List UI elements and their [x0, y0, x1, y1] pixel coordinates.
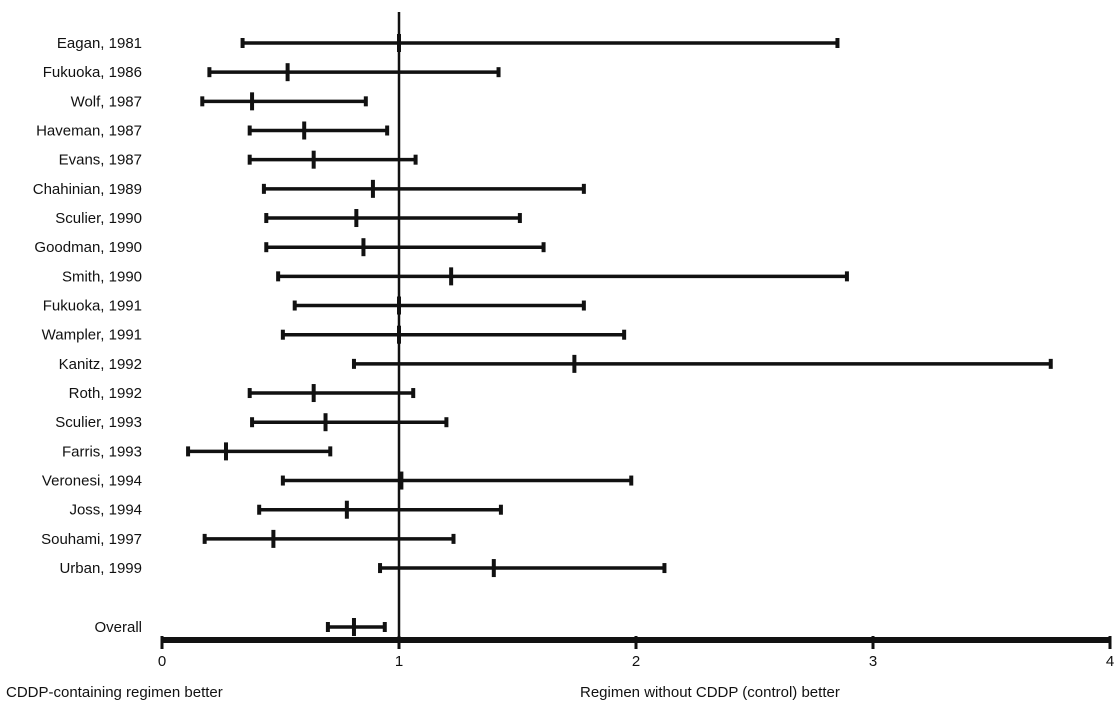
study-label: Fukuoka, 1991 — [43, 298, 142, 315]
overall-row: Overall — [94, 618, 387, 636]
study-label: Souhami, 1997 — [41, 531, 142, 548]
study-row: Sculier, 1990 — [55, 209, 522, 228]
study-row: Fukuoka, 1986 — [43, 63, 501, 82]
study-label: Haveman, 1987 — [36, 123, 142, 140]
study-label: Kanitz, 1992 — [59, 356, 142, 373]
study-row: Kanitz, 1992 — [59, 354, 1053, 373]
study-row: Goodman, 1990 — [34, 238, 546, 257]
overall-label: Overall — [94, 619, 142, 636]
study-row: Wampler, 1991 — [42, 325, 627, 344]
study-label: Chahinian, 1989 — [33, 181, 142, 198]
overall-row: Overall — [94, 618, 387, 636]
study-label: Fukuoka, 1986 — [43, 64, 142, 81]
study-label: Veronesi, 1994 — [42, 473, 142, 490]
study-label: Roth, 1992 — [69, 385, 142, 402]
study-row: Chahinian, 1989 — [33, 179, 586, 198]
study-row: Souhami, 1997 — [41, 529, 456, 548]
study-label: Joss, 1994 — [69, 502, 142, 519]
forest-plot: Eagan, 1981 Fukuoka, 1986 Wolf, 1987 Havema… — [33, 12, 1114, 670]
study-label: Wolf, 1987 — [71, 93, 142, 110]
x-tick-label: 4 — [1106, 653, 1114, 670]
study-row: Fukuoka, 1991 — [43, 296, 586, 315]
x-tick-label: 1 — [395, 653, 403, 670]
study-row: Haveman, 1987 — [36, 121, 390, 140]
study-row: Roth, 1992 — [69, 384, 416, 403]
study-label: Smith, 1990 — [62, 268, 142, 285]
study-row: Farris, 1993 — [62, 442, 333, 461]
study-row: Wolf, 1987 — [71, 92, 368, 111]
study-row: Smith, 1990 — [62, 267, 849, 286]
study-row: Veronesi, 1994 — [42, 471, 634, 490]
study-label: Goodman, 1990 — [34, 239, 142, 256]
study-row: Sculier, 1993 — [55, 413, 449, 432]
x-tick-label: 2 — [632, 653, 640, 670]
study-row: Joss, 1994 — [69, 500, 503, 519]
x-axis-label-left: CDDP-containing regimen better — [6, 684, 223, 701]
x-tick-label: 0 — [158, 653, 166, 670]
study-row: Eagan, 1981 — [57, 34, 840, 52]
study-label: Farris, 1993 — [62, 443, 142, 460]
study-label: Eagan, 1981 — [57, 35, 142, 52]
study-label: Urban, 1999 — [59, 560, 142, 577]
x-axis: 0 1 2 3 4 — [158, 636, 1114, 670]
study-row: Evans, 1987 — [59, 150, 418, 169]
x-tick-label: 3 — [869, 653, 877, 670]
study-row: Urban, 1999 — [59, 559, 667, 578]
study-label: Wampler, 1991 — [42, 327, 142, 344]
study-label: Evans, 1987 — [59, 152, 142, 169]
study-label: Sculier, 1990 — [55, 210, 142, 227]
study-label: Sculier, 1993 — [55, 414, 142, 431]
x-axis-label-right: Regimen without CDDP (control) better — [580, 684, 840, 701]
study-rows: Eagan, 1981 Fukuoka, 1986 Wolf, 1987 Havema… — [33, 34, 1053, 578]
